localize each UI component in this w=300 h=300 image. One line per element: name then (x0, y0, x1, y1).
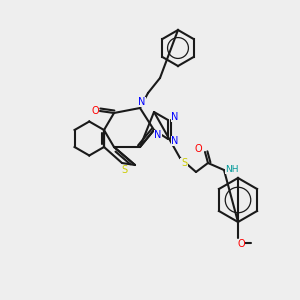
Text: N: N (154, 130, 162, 140)
Text: O: O (194, 144, 202, 154)
Text: S: S (181, 158, 187, 168)
Text: O: O (237, 239, 245, 249)
Text: N: N (171, 136, 179, 146)
Text: NH: NH (225, 164, 239, 173)
Text: N: N (138, 97, 146, 107)
Text: S: S (121, 165, 127, 175)
Text: O: O (91, 106, 99, 116)
Text: N: N (171, 112, 179, 122)
